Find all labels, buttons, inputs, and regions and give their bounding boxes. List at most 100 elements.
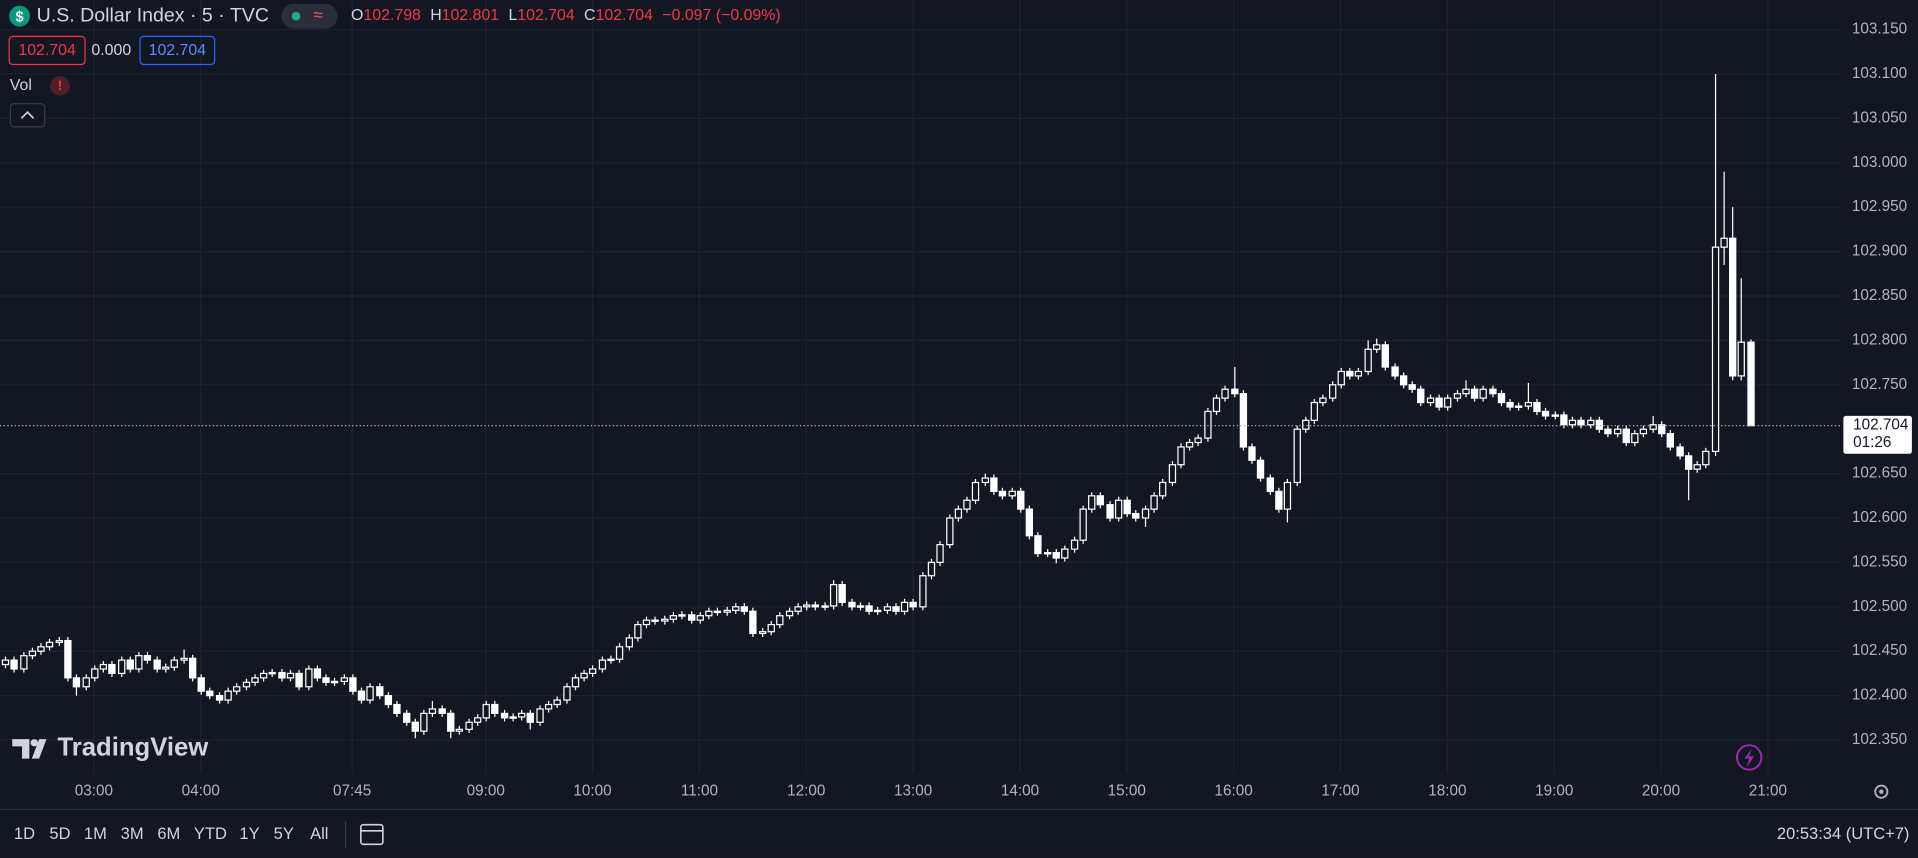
- candle-body: [723, 609, 731, 613]
- candle-body: [536, 708, 544, 723]
- candle-body: [1444, 397, 1452, 408]
- candle-body: [438, 708, 446, 715]
- range-button[interactable]: 1D: [14, 825, 35, 843]
- candle-body: [91, 668, 99, 679]
- candle-body: [1088, 495, 1096, 510]
- range-button[interactable]: 6M: [157, 825, 180, 843]
- candle-body: [829, 584, 838, 607]
- candle-body: [64, 639, 72, 679]
- candle-body: [1470, 388, 1479, 399]
- range-button[interactable]: All: [310, 825, 328, 843]
- candle-body: [553, 699, 561, 706]
- volume-label[interactable]: Vol: [10, 77, 32, 94]
- candle-body: [330, 680, 339, 684]
- y-tick-label: 103.100: [1852, 65, 1907, 82]
- candle-body: [1435, 397, 1443, 408]
- range-button[interactable]: 3M: [121, 825, 144, 843]
- bid-box[interactable]: [8, 35, 86, 66]
- range-button[interactable]: 1Y: [239, 825, 259, 843]
- status-pill[interactable]: [281, 3, 338, 29]
- x-tick-label: 11:00: [681, 783, 718, 800]
- candle-body: [927, 561, 936, 577]
- candle-body: [1631, 433, 1639, 444]
- candle-body: [20, 655, 28, 670]
- candle-body: [821, 605, 829, 608]
- candle-body: [1391, 366, 1399, 377]
- candle-body: [936, 544, 944, 564]
- candle-body: [37, 646, 45, 652]
- candle-body: [1319, 397, 1327, 404]
- bid-price: 102.704: [18, 42, 76, 59]
- candle-body: [224, 690, 232, 701]
- candle-body: [393, 703, 401, 715]
- candle-body: [1337, 370, 1345, 386]
- alert-bolt: [1744, 748, 1755, 768]
- calendar-icon[interactable]: [360, 823, 384, 846]
- candle-body: [1, 659, 10, 666]
- candle-body: [188, 657, 197, 679]
- candle-body: [1462, 388, 1470, 395]
- candle-body: [1587, 419, 1595, 426]
- range-button[interactable]: 5D: [49, 825, 70, 843]
- candle-body: [571, 677, 580, 688]
- ask-price: 102.704: [149, 42, 207, 59]
- candle-body: [1256, 459, 1265, 479]
- candle-body: [1364, 348, 1372, 373]
- candle-body: [108, 663, 116, 675]
- candle-body: [1684, 455, 1693, 470]
- y-tick-label: 102.400: [1852, 687, 1907, 704]
- candle-body: [403, 712, 411, 723]
- alert-icon[interactable]: [1735, 744, 1763, 771]
- candle-body: [118, 659, 126, 675]
- candle-body: [526, 712, 534, 723]
- candle-body: [759, 631, 767, 635]
- candle-body: [1346, 370, 1354, 377]
- range-button[interactable]: 5Y: [274, 825, 294, 843]
- candle-body: [376, 686, 384, 697]
- candle-body: [1506, 401, 1514, 408]
- candle-body: [1711, 246, 1720, 453]
- candle-body: [661, 618, 669, 622]
- candle-body: [1676, 446, 1684, 457]
- symbol-title[interactable]: U.S. Dollar Index · 5 · TVC: [37, 4, 269, 26]
- candle-body: [963, 499, 971, 510]
- candle-body: [1639, 428, 1648, 435]
- candles: [1, 73, 1755, 739]
- candle-body: [776, 615, 784, 626]
- candle-body: [1150, 495, 1158, 510]
- range-button[interactable]: 1M: [84, 825, 107, 843]
- candle-body: [1106, 504, 1114, 519]
- candle-body: [1737, 341, 1745, 377]
- candle-body: [883, 606, 892, 611]
- candle-body: [340, 677, 349, 683]
- candle-body: [1614, 428, 1622, 435]
- watermark-logo-dot: [30, 739, 38, 747]
- candle-body: [518, 712, 526, 718]
- candle-body: [785, 610, 794, 617]
- range-button[interactable]: YTD: [194, 825, 227, 843]
- candle-body: [634, 623, 642, 639]
- clock[interactable]: 20:53:34 (UTC+7): [1777, 825, 1910, 843]
- y-tick-label: 102.500: [1852, 598, 1907, 615]
- candle-body: [732, 606, 740, 611]
- watermark[interactable]: TradingView: [57, 734, 209, 762]
- candle-body: [946, 517, 954, 546]
- volume-warning-icon[interactable]: [50, 76, 70, 96]
- symbol-icon: [9, 5, 30, 27]
- candle-body: [696, 615, 704, 621]
- candle-body: [1239, 393, 1248, 448]
- candle-body: [143, 655, 152, 661]
- ohlc-value: 102.704: [517, 7, 575, 24]
- ask-box[interactable]: [139, 35, 216, 66]
- candle-body: [447, 712, 455, 732]
- collapse-button[interactable]: [9, 103, 46, 128]
- settings-icon[interactable]: [1874, 784, 1889, 799]
- candle-body: [428, 708, 437, 715]
- candle-body: [990, 477, 998, 492]
- candle-body: [971, 481, 980, 501]
- y-tick-label: 102.350: [1852, 731, 1907, 748]
- candle-body: [1666, 433, 1674, 448]
- candle-body: [99, 663, 108, 670]
